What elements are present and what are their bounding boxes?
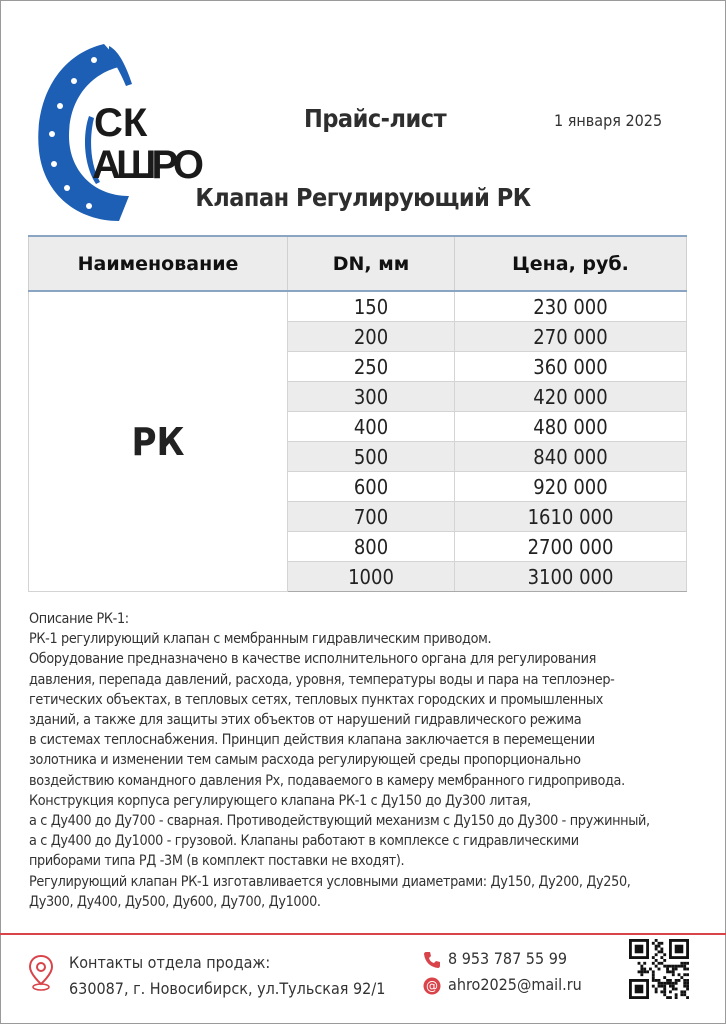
email-link[interactable]: ahro2025@mail.ru: [448, 975, 582, 994]
dn-cell: 600: [287, 471, 455, 502]
table-row: 800 2700 000: [29, 531, 687, 562]
price-table: Наименование DN, мм Цена, руб. РК 150 230 …: [28, 235, 687, 592]
table-row: 250 360 000: [29, 351, 687, 382]
phone-number[interactable]: 8 953 787 55 99: [448, 949, 567, 968]
price-date: 1 января 2025: [554, 111, 663, 130]
table-row: РК 150 230 000: [28, 290, 687, 592]
contacts-label: Контакты отдела продаж:: [69, 953, 271, 972]
price-cell: 360 000: [454, 351, 687, 382]
price-cell: 1610 000: [454, 501, 687, 532]
description-line: а с Ду400 до Ду1000 - грузовой. Клапаны …: [29, 833, 579, 850]
description-line: золотника и изменении тем самым расхода …: [29, 752, 581, 769]
table-row: 400 480 000: [29, 411, 687, 442]
footer-divider: [0, 933, 726, 935]
table-row: 300 420 000: [29, 381, 687, 412]
table-row: 600 920 000: [29, 471, 687, 502]
table-row: 500 840 000: [29, 441, 687, 472]
svg-text:@: @: [426, 979, 438, 993]
price-cell: 3100 000: [454, 561, 687, 592]
description-line: Регулирующий клапан РК-1 изготавливается…: [29, 873, 631, 890]
company-logo: СК АШРО: [38, 44, 204, 221]
description-line: зданий, а также для защиты этих объектов…: [29, 712, 582, 729]
svg-text:СК: СК: [94, 101, 148, 145]
description-line: а с Ду400 до Ду700 - сварная. Противодей…: [29, 813, 650, 830]
address: 630087, г. Новосибирск, ул.Тульская 92/1: [69, 979, 386, 998]
dn-cell: 500: [287, 441, 455, 472]
dn-cell: 1000: [287, 561, 455, 592]
dn-cell: 800: [287, 531, 455, 562]
description-line: Описание РК-1:: [29, 611, 129, 627]
contacts-block: Контакты отдела продаж: 630087, г. Новос…: [69, 950, 385, 1002]
svg-text:АШРО: АШРО: [92, 143, 204, 187]
description-line: Оборудование предназначено в качестве ис…: [29, 651, 596, 668]
product-title: Клапан Регулирующий РК: [195, 183, 531, 212]
description-line: РК-1 регулирующий клапан с мембранным ги…: [29, 631, 492, 648]
price-cell: 920 000: [454, 471, 687, 502]
table-row: 700 1610 000: [29, 501, 687, 532]
at-icon: @: [423, 977, 441, 995]
page-title: Прайс-лист: [304, 104, 447, 133]
column-header-price: Цена, руб.: [454, 235, 687, 292]
description-line: гетических объектах, в тепловых сетях, т…: [29, 691, 603, 708]
dn-cell: 150: [287, 290, 455, 322]
price-cell: 230 000: [454, 290, 687, 322]
price-cell: 420 000: [454, 381, 687, 412]
dn-cell: 400: [287, 411, 455, 442]
price-cell: 270 000: [454, 321, 687, 352]
description-line: давления, перепада давлений, расхода, ур…: [29, 671, 615, 688]
description-line: воздействию командного давления Рх, пода…: [29, 772, 625, 789]
description-line: Ду300, Ду400, Ду500, Ду600, Ду700, Ду100…: [29, 893, 321, 910]
dn-cell: 200: [287, 321, 455, 352]
phone-icon: [424, 952, 440, 968]
map-pin-icon: [28, 954, 54, 991]
table-row: 1000 3100 000: [29, 561, 687, 592]
description-line: в системах теплоснабжения. Принцип дейст…: [29, 732, 595, 749]
price-cell: 480 000: [454, 411, 687, 442]
price-cell: 840 000: [454, 441, 687, 472]
table-row: 200 270 000: [29, 321, 687, 352]
column-header-dn: DN, мм: [287, 235, 455, 292]
dn-cell: 300: [287, 381, 455, 412]
dn-cell: 250: [287, 351, 455, 382]
description-line: Конструкция корпуса регулирующего клапан…: [29, 792, 531, 809]
price-cell: 2700 000: [454, 531, 687, 562]
product-name: РК: [28, 290, 288, 592]
product-description: Описание РК-1: РК-1 регулирующий клапан с…: [29, 609, 709, 912]
column-header-name: Наименование: [28, 235, 288, 292]
table-header: Наименование DN, мм Цена, руб.: [28, 235, 687, 292]
description-line: приборами типа РД -3М (в комплект постав…: [29, 853, 405, 870]
qr-code[interactable]: [629, 939, 689, 999]
dn-cell: 700: [287, 501, 455, 532]
